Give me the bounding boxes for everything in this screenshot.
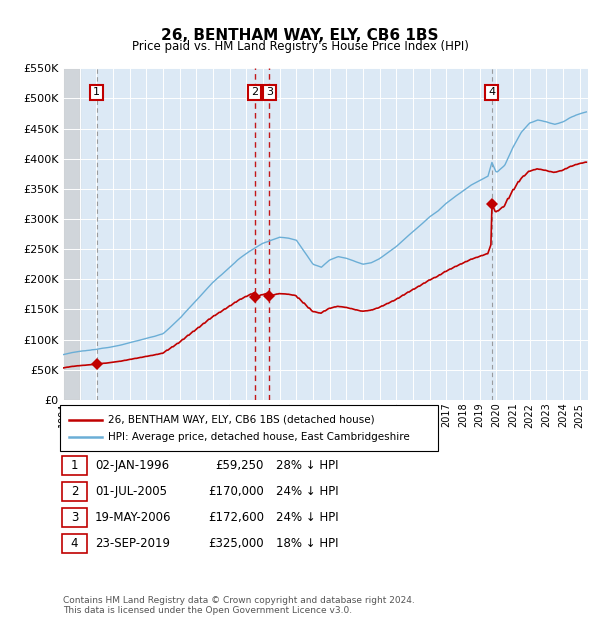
Text: 4: 4 <box>488 87 496 97</box>
Text: 1: 1 <box>71 459 78 472</box>
Text: 24% ↓ HPI: 24% ↓ HPI <box>276 485 338 498</box>
Text: £172,600: £172,600 <box>208 512 264 524</box>
Text: 3: 3 <box>266 87 273 97</box>
Text: 02-JAN-1996: 02-JAN-1996 <box>95 459 169 472</box>
Text: Price paid vs. HM Land Registry's House Price Index (HPI): Price paid vs. HM Land Registry's House … <box>131 40 469 53</box>
Text: 4: 4 <box>71 538 78 550</box>
Text: 24% ↓ HPI: 24% ↓ HPI <box>276 512 338 524</box>
Text: HPI: Average price, detached house, East Cambridgeshire: HPI: Average price, detached house, East… <box>108 432 410 441</box>
Text: 19-MAY-2006: 19-MAY-2006 <box>95 512 172 524</box>
Text: £170,000: £170,000 <box>208 485 264 498</box>
Text: 18% ↓ HPI: 18% ↓ HPI <box>276 538 338 550</box>
Text: 01-JUL-2005: 01-JUL-2005 <box>95 485 167 498</box>
Text: 2: 2 <box>251 87 258 97</box>
Bar <box>63 68 80 400</box>
Text: 23-SEP-2019: 23-SEP-2019 <box>95 538 170 550</box>
Text: 2: 2 <box>71 485 78 498</box>
Text: £325,000: £325,000 <box>208 538 264 550</box>
Text: 1: 1 <box>93 87 100 97</box>
Text: 26, BENTHAM WAY, ELY, CB6 1BS: 26, BENTHAM WAY, ELY, CB6 1BS <box>161 28 439 43</box>
Text: 28% ↓ HPI: 28% ↓ HPI <box>276 459 338 472</box>
Text: Contains HM Land Registry data © Crown copyright and database right 2024.
This d: Contains HM Land Registry data © Crown c… <box>63 596 415 615</box>
Text: 3: 3 <box>71 512 78 524</box>
Text: £59,250: £59,250 <box>215 459 264 472</box>
Text: 26, BENTHAM WAY, ELY, CB6 1BS (detached house): 26, BENTHAM WAY, ELY, CB6 1BS (detached … <box>108 415 374 425</box>
